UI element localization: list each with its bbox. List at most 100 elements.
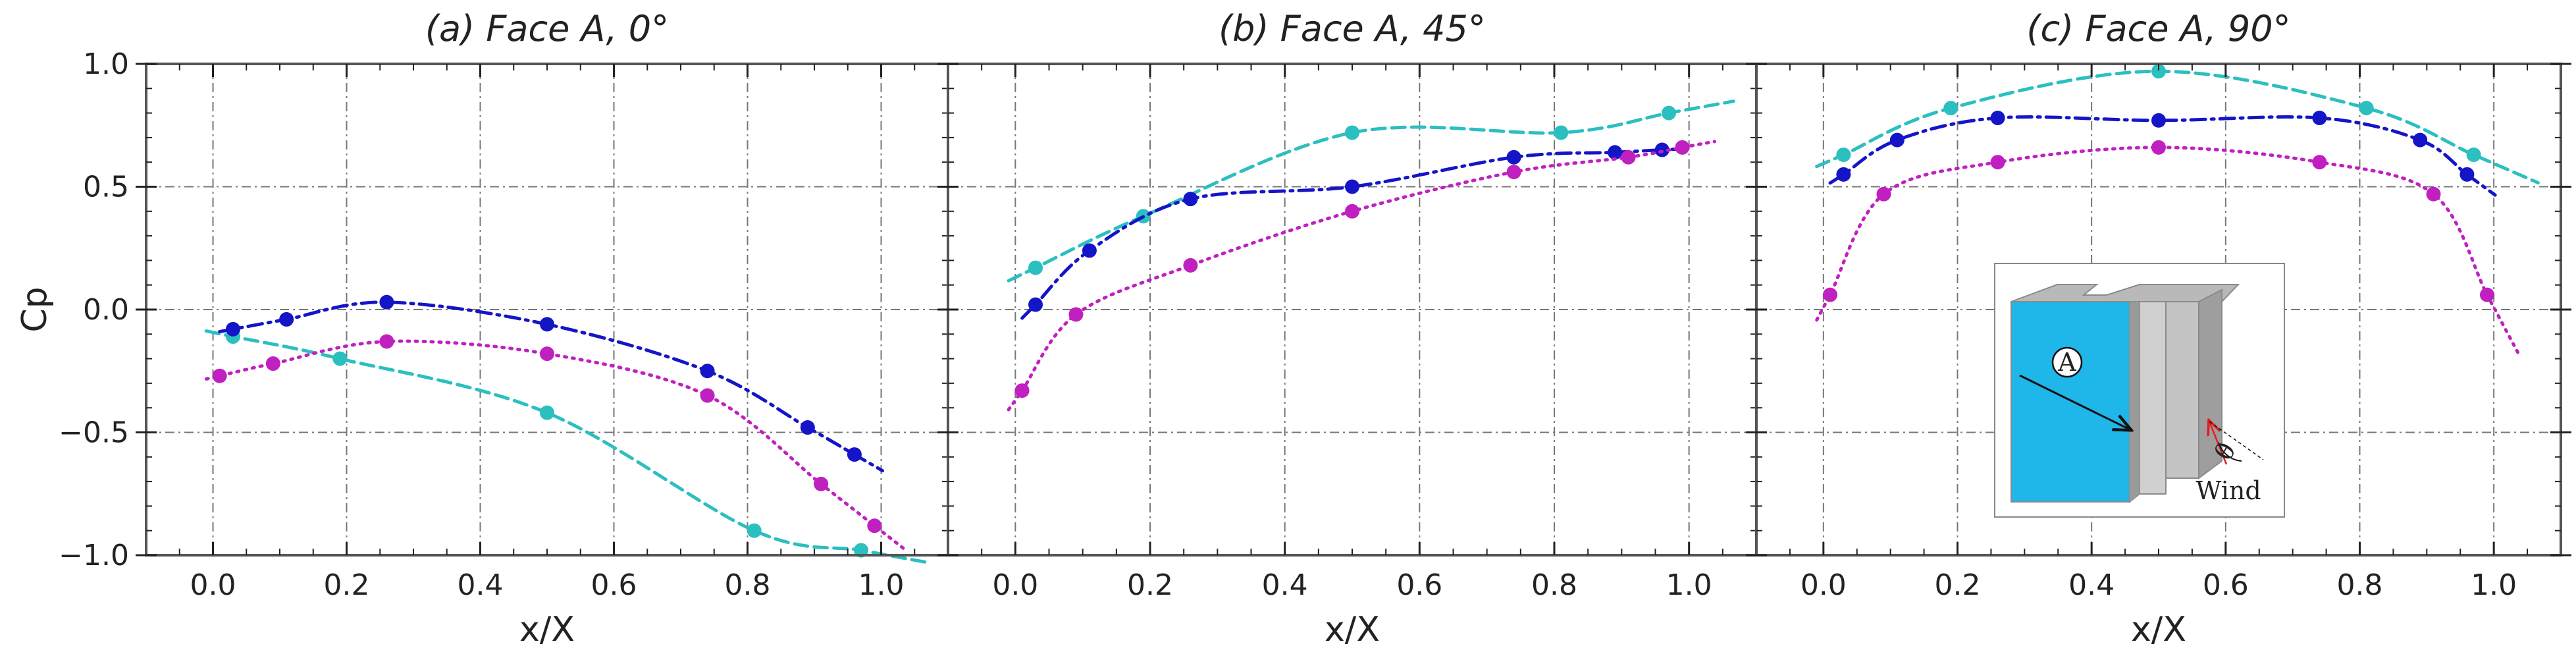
data-point-blue <box>1889 132 1905 148</box>
wind-reference-line <box>2209 421 2264 460</box>
data-point-blue <box>1345 179 1359 194</box>
panel-title: (c) Face A, 90° <box>2026 8 2290 49</box>
data-point-blue <box>700 364 715 379</box>
series-line-magenta <box>204 339 908 553</box>
series-line-magenta <box>1007 140 1717 412</box>
data-point-cyan <box>1661 105 1676 121</box>
building-notch-face <box>2139 301 2167 495</box>
data-point-blue <box>1082 243 1097 258</box>
face-a-side <box>2130 302 2140 502</box>
data-point-blue <box>379 294 394 310</box>
data-point-blue <box>2312 111 2327 126</box>
panel-b: 0.0 0.2 0.4 0.6 0.8 1.0 x/X (b) Face A, 45° <box>937 8 1767 649</box>
x-tick-label: 1.0 <box>858 568 905 602</box>
data-point-magenta <box>540 346 554 362</box>
data-point-blue <box>1028 297 1043 312</box>
data-point-cyan <box>1943 101 1958 116</box>
data-point-blue <box>279 312 294 327</box>
x-axis-label: x/X <box>1325 610 1380 649</box>
series-line-magenta <box>1815 146 2521 357</box>
panel-title: (a) Face A, 0° <box>425 8 669 49</box>
x-tick-label: 0.2 <box>1935 568 1981 602</box>
panel-a: 0.0 0.2 0.4 0.6 0.8 1.0 −1.0 −0.5 0.0 0.5 1.0 Cp x/X… <box>15 8 959 649</box>
data-point-cyan <box>332 351 348 366</box>
x-axis-label: x/X <box>2131 610 2186 649</box>
data-point-blue <box>1506 150 1521 165</box>
data-point-magenta <box>1876 186 1891 202</box>
x-tick-label: 0.8 <box>1531 568 1577 602</box>
x-tick-label: 0.0 <box>1801 568 1847 602</box>
data-point-magenta <box>379 334 394 349</box>
x-tick-label: 0.4 <box>1262 568 1308 602</box>
data-point-magenta <box>1183 258 1198 273</box>
series-line-blue <box>1828 115 2497 197</box>
y-tick-label: −1.0 <box>59 539 129 572</box>
data-point-magenta <box>265 356 280 371</box>
x-tick-label: 0.6 <box>1396 568 1442 602</box>
data-point-magenta <box>1068 307 1084 322</box>
data-point-blue <box>540 317 554 332</box>
panel-title: (b) Face A, 45° <box>1219 8 1486 49</box>
data-point-cyan <box>1345 125 1359 140</box>
data-point-magenta <box>1990 155 2005 170</box>
x-tick-label: 0.0 <box>190 568 236 602</box>
x-tick-label: 0.6 <box>591 568 637 602</box>
data-point-magenta <box>1675 140 1690 155</box>
data-point-blue <box>1836 167 1851 182</box>
data-point-blue <box>1183 192 1198 207</box>
data-point-magenta <box>1345 204 1359 219</box>
data-point-blue <box>2413 132 2428 148</box>
y-tick-label: 1.0 <box>83 47 129 81</box>
data-point-magenta <box>2151 140 2166 155</box>
wind-arrow <box>2209 422 2228 465</box>
data-point-cyan <box>1554 125 1569 140</box>
data-point-cyan <box>1028 260 1043 275</box>
x-tick-label: 0.2 <box>1127 568 1173 602</box>
data-point-blue <box>225 321 240 337</box>
data-point-cyan <box>2359 101 2374 116</box>
data-point-magenta <box>2312 155 2327 170</box>
data-point-cyan <box>2151 64 2166 79</box>
data-point-magenta <box>1621 150 1636 165</box>
data-point-cyan <box>747 523 762 538</box>
y-axis-label: Cp <box>15 286 55 332</box>
data-point-magenta <box>700 388 715 403</box>
x-tick-label: 1.0 <box>1666 568 1712 602</box>
x-tick-label: 0.8 <box>725 568 771 602</box>
x-tick-label: 0.2 <box>324 568 370 602</box>
face-a-marker <box>2051 346 2083 378</box>
face-a <box>2011 301 2130 503</box>
y-tick-label: 0.0 <box>83 293 129 327</box>
angle-arc <box>2218 442 2242 462</box>
data-point-blue <box>2459 167 2475 182</box>
x-tick-label: 0.8 <box>2337 568 2383 602</box>
building-top-face <box>2011 284 2240 302</box>
y-tick-label: 0.5 <box>83 171 129 204</box>
x-tick-label: 0.4 <box>458 568 504 602</box>
data-point-blue <box>1990 111 2005 126</box>
wind-label: Wind <box>2195 476 2261 505</box>
data-point-cyan <box>2466 148 2481 163</box>
data-point-blue <box>1608 145 1623 160</box>
data-point-magenta <box>2426 186 2441 202</box>
x-axis-label: x/X <box>519 610 575 649</box>
data-point-cyan <box>1836 148 1851 163</box>
x-tick-label: 0.0 <box>992 568 1038 602</box>
data-point-blue <box>847 447 862 462</box>
data-point-magenta <box>2479 287 2494 302</box>
building-wing-face <box>2165 301 2199 479</box>
x-tick-label: 0.6 <box>2203 568 2249 602</box>
face-a-label: A <box>2057 348 2076 377</box>
x-tick-label: 1.0 <box>2471 568 2517 602</box>
data-point-magenta <box>814 476 829 491</box>
data-point-magenta <box>212 368 227 383</box>
y-tick-label: −0.5 <box>59 416 129 450</box>
x-direction-arrow <box>2019 374 2130 429</box>
data-point-magenta <box>867 518 882 533</box>
data-point-magenta <box>1014 383 1030 398</box>
x-tick-label: 0.4 <box>2068 568 2115 602</box>
data-point-magenta <box>1506 165 1521 180</box>
series-line-cyan <box>204 329 927 564</box>
building-inset-diagram: A θ Wind <box>1994 263 2285 518</box>
